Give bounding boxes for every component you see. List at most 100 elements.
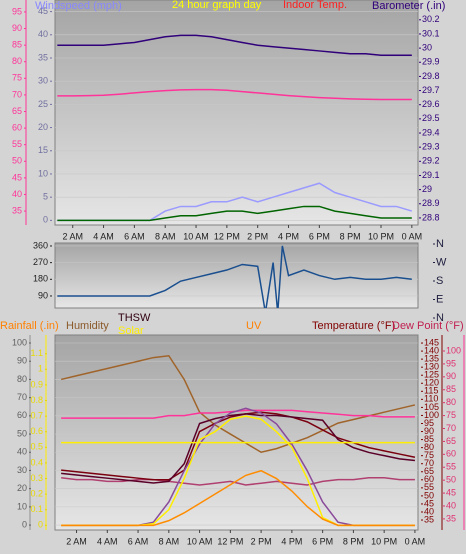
- x-tick-label: 8 AM: [159, 536, 180, 546]
- y3-tick-label: 80: [424, 442, 434, 452]
- y4-tick-label: 40: [446, 500, 456, 510]
- y4-tick-label: 50: [446, 475, 456, 485]
- y2-tick-label: 29.3: [422, 142, 440, 152]
- y3-tick-label: 50: [12, 156, 22, 166]
- series-line: [60, 354, 416, 454]
- y4-tick-label: 70: [446, 423, 456, 433]
- y2-tick-label: 29.7: [422, 85, 440, 95]
- series-line: [61, 477, 415, 486]
- y2-tick-label: 0.3: [30, 473, 43, 483]
- series-line: [57, 34, 412, 56]
- y3-tick-label: 85: [424, 434, 434, 444]
- y2-tick-label: 29.5: [422, 113, 440, 123]
- x-tick-label: 2 AM: [66, 536, 87, 546]
- series-line: [61, 411, 416, 481]
- y-tick-label: 10: [38, 168, 48, 178]
- y-tick-label: 360: [33, 240, 48, 250]
- y-tick-label: 20: [38, 122, 48, 132]
- y-tick-label: 30: [17, 465, 27, 475]
- y3-tick-label: 115: [424, 386, 438, 396]
- y3-tick-label: 110: [424, 394, 438, 404]
- y-tick-label: 80: [17, 374, 27, 384]
- legend-entry: THSW: [118, 312, 151, 324]
- y3-tick-label: 40: [12, 189, 22, 199]
- y-tick-label: 10: [17, 501, 27, 511]
- x-tick-label: 4 PM: [281, 536, 302, 546]
- y4-tick-label: 45: [446, 487, 456, 497]
- y3-tick-label: 35: [12, 205, 22, 215]
- x-tick-label: 8 AM: [155, 231, 176, 241]
- y3-tick-label: 35: [424, 514, 434, 524]
- axis-title: Indoor Temp.: [283, 0, 347, 11]
- y2-tick-label: 29.9: [422, 57, 440, 67]
- y4-tick-label: 80: [446, 397, 456, 407]
- axis-title: Barometer (.in): [372, 0, 445, 12]
- series-line: [57, 205, 412, 222]
- y2-tick-label: W: [436, 256, 447, 268]
- y-tick-label: 40: [17, 447, 27, 457]
- y3-tick-label: 65: [12, 106, 22, 116]
- y-tick-label: 40: [38, 29, 48, 39]
- y2-tick-label: E: [436, 293, 443, 305]
- x-tick-label: 6 PM: [312, 536, 333, 546]
- x-tick-label: 12 PM: [214, 231, 240, 241]
- y3-tick-label: 135: [424, 354, 439, 364]
- y-tick-label: 45: [38, 6, 48, 16]
- y-tick-label: 100: [12, 337, 27, 347]
- x-tick-label: 10 PM: [371, 536, 397, 546]
- y-tick-label: 90: [17, 356, 27, 366]
- y2-tick-label: N: [436, 238, 444, 250]
- y2-tick-label: 28.8: [422, 212, 440, 222]
- x-tick-label: 2 PM: [251, 536, 272, 546]
- y2-tick-label: 1.1: [30, 348, 43, 358]
- y3-tick-label: 40: [424, 506, 434, 516]
- y-tick-label: 180: [33, 274, 48, 284]
- y3-tick-label: 145: [424, 337, 439, 347]
- y4-tick-label: 35: [446, 513, 456, 523]
- series-line: [57, 88, 412, 101]
- y4-tick-label: 60: [446, 449, 456, 459]
- plot-area: [54, 242, 419, 309]
- y-tick-label: 15: [38, 145, 48, 155]
- y2-tick-label: 0.9: [30, 379, 43, 389]
- y2-tick-label: 0.2: [30, 488, 43, 498]
- series-line: [61, 469, 415, 527]
- y2-tick-label: 29.4: [422, 127, 440, 137]
- y-tick-label: 0: [22, 519, 27, 529]
- legend-entry: Solar: [118, 325, 144, 337]
- x-tick-label: 0 AM: [405, 536, 426, 546]
- series-line: [61, 413, 415, 484]
- y3-tick-label: 140: [424, 345, 439, 355]
- y3-tick-label: 90: [12, 23, 22, 33]
- y4-tick-label: 65: [446, 436, 456, 446]
- y3-tick-label: 125: [424, 370, 439, 380]
- y3-tick-label: 75: [12, 73, 22, 83]
- x-tick-label: 6 AM: [124, 231, 145, 241]
- y2-tick-label: 29.1: [422, 170, 440, 180]
- y2-tick-label: 0.4: [30, 457, 43, 467]
- plot-area: [54, 334, 419, 531]
- y2-tick-label: 29: [422, 184, 432, 194]
- y3-tick-label: 120: [424, 378, 439, 388]
- axis-title: Rainfall (.in): [0, 320, 59, 332]
- y3-tick-label: 85: [12, 40, 22, 50]
- axis-title: Temperature (°F): [312, 320, 395, 332]
- y-tick-label: 30: [38, 76, 48, 86]
- x-tick-label: 4 AM: [93, 231, 114, 241]
- x-tick-label: 10 AM: [187, 536, 213, 546]
- y2-tick-label: 0: [38, 520, 43, 530]
- x-tick-label: 0 AM: [402, 231, 423, 241]
- y2-tick-label: 0.5: [30, 442, 43, 452]
- x-tick-label: 6 AM: [128, 536, 149, 546]
- y2-tick-label: 28.9: [422, 198, 440, 208]
- y-tick-label: 70: [17, 392, 27, 402]
- y4-tick-label: 75: [446, 410, 456, 420]
- y3-tick-label: 130: [424, 362, 439, 372]
- x-tick-label: 8 PM: [343, 536, 364, 546]
- y-tick-label: 50: [17, 428, 27, 438]
- y3-tick-label: 105: [424, 402, 439, 412]
- y3-tick-label: 60: [424, 474, 434, 484]
- y3-tick-label: 100: [424, 410, 439, 420]
